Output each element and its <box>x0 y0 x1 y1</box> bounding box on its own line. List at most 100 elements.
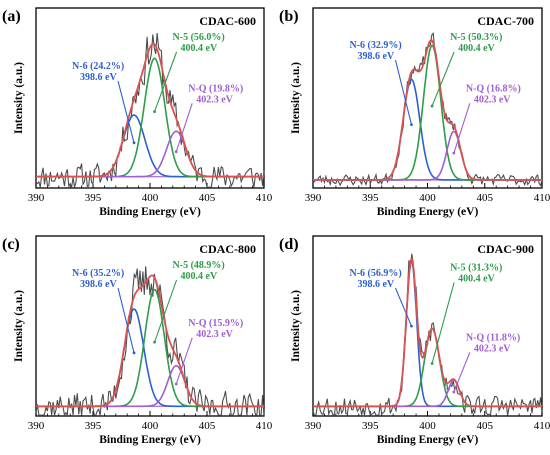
annotation-arrow-head <box>430 104 434 108</box>
annotation-n5-position: 400.4 eV <box>181 43 218 54</box>
x-tick-label: 405 <box>477 420 494 432</box>
annotation-n5-name: N-5 (56.0%) <box>173 32 225 43</box>
annotation-n5-position: 400.4 eV <box>181 271 218 282</box>
x-tick-label: 400 <box>419 420 436 432</box>
panel-title: CDAC-700 <box>477 14 534 28</box>
annotation-arrow-head <box>410 324 413 328</box>
x-tick-label: 410 <box>534 192 550 204</box>
annotation-arrow-head <box>132 351 136 355</box>
panel-title: CDAC-600 <box>199 14 256 28</box>
y-axis-label: Intensity (a.u.) <box>290 62 302 134</box>
raw-spectrum-line <box>35 32 265 190</box>
annotation-arrow-head <box>452 390 456 394</box>
component-nq-line <box>313 379 542 408</box>
plot-frame <box>312 235 543 417</box>
x-axis-label: Binding Energy (eV) <box>377 206 479 218</box>
y-axis-label: Intensity (a.u.) <box>13 62 25 134</box>
envelope-line <box>36 43 264 178</box>
panel-label: (d) <box>279 236 299 253</box>
annotation-n5-position: 400.4 eV <box>458 43 495 54</box>
annotation-arrow <box>394 287 412 327</box>
x-tick-label: 405 <box>477 192 494 204</box>
annotation-arrow-head <box>153 110 156 114</box>
annotation-arrow-head <box>132 141 136 145</box>
envelope-line <box>313 257 542 408</box>
annotation-arrow <box>431 51 455 107</box>
x-tick-label: 395 <box>362 420 379 432</box>
annotation-arrow-head <box>174 150 178 154</box>
panel-cdac-800: 390 395 400 405 410 Binding Energy (eV) Intens… <box>2 235 273 446</box>
x-tick-label: 405 <box>199 420 216 432</box>
annotation-n5-name: N-5 (50.3%) <box>450 32 502 43</box>
annotation-n6-name: N-6 (32.9%) <box>349 40 401 51</box>
annotation-arrow <box>175 103 193 152</box>
x-tick-label: 405 <box>199 192 216 204</box>
annotation-n6-position: 398.6 eV <box>357 51 394 62</box>
annotation-arrow <box>117 287 135 353</box>
x-axis-label: Binding Energy (eV) <box>99 434 201 446</box>
x-tick-label: 390 <box>305 192 322 204</box>
annotation-nq-name: N-Q (15.9%) <box>188 318 243 329</box>
annotation-arrow-head <box>452 151 456 155</box>
annotation-n5-name: N-5 (31.3%) <box>450 263 502 274</box>
annotation-arrow <box>394 59 413 125</box>
x-tick-label: 400 <box>142 420 159 432</box>
annotation-n6-position: 398.6 eV <box>357 279 394 290</box>
annotation-arrow-head <box>174 382 178 386</box>
panel-label: (a) <box>2 8 21 25</box>
raw-spectrum-line <box>35 266 265 418</box>
component-n5-line <box>36 57 264 178</box>
component-n5-line <box>36 288 264 408</box>
annotation-n6-name: N-6 (35.2%) <box>72 268 124 279</box>
annotation-n6-name: N-6 (56.9%) <box>349 268 401 279</box>
component-nq-line <box>313 130 542 181</box>
x-tick-label: 410 <box>256 192 273 204</box>
component-n6-line <box>36 114 264 178</box>
y-axis-label: Intensity (a.u.) <box>13 290 25 362</box>
panel-cdac-900: 390 395 400 405 410 Binding Energy (eV) Intens… <box>279 235 550 446</box>
component-nq-line <box>36 364 264 408</box>
panel-title: CDAC-900 <box>477 242 534 256</box>
x-tick-label: 390 <box>28 420 45 432</box>
annotation-arrow <box>117 80 135 143</box>
annotation-arrow <box>431 282 455 364</box>
annotation-n5-name: N-5 (48.9%) <box>173 260 225 271</box>
envelope-line <box>36 274 264 408</box>
x-tick-label: 390 <box>28 192 45 204</box>
annotation-arrow <box>453 103 471 154</box>
annotation-arrow <box>453 352 471 393</box>
annotation-arrow-head <box>410 123 413 127</box>
annotation-arrow <box>154 51 178 112</box>
x-tick-label: 390 <box>305 420 322 432</box>
annotation-arrow-head <box>430 362 434 365</box>
annotation-nq-name: N-Q (16.8%) <box>466 83 521 94</box>
annotation-nq-name: N-Q (11.8%) <box>466 332 520 343</box>
annotation-arrow <box>175 337 193 385</box>
x-tick-label: 410 <box>534 420 550 432</box>
panel-label: (c) <box>2 236 20 253</box>
x-tick-label: 395 <box>85 420 102 432</box>
x-tick-label: 400 <box>142 192 159 204</box>
panel-title: CDAC-800 <box>199 242 256 256</box>
annotation-n6-position: 398.6 eV <box>80 72 117 83</box>
annotation-arrow <box>154 279 178 343</box>
panel-cdac-600: 390 395 400 405 410 Binding Energy (eV) Intens… <box>2 7 273 218</box>
annotation-nq-position: 402.3 eV <box>474 94 511 105</box>
x-tick-label: 395 <box>362 192 379 204</box>
x-axis-label: Binding Energy (eV) <box>99 206 201 218</box>
annotation-n6-position: 398.6 eV <box>80 279 117 290</box>
x-axis-label: Binding Energy (eV) <box>377 434 479 446</box>
annotation-nq-position: 402.3 eV <box>196 94 233 105</box>
y-axis-label: Intensity (a.u.) <box>290 290 302 362</box>
component-n5-line <box>313 44 542 181</box>
annotation-nq-position: 402.3 eV <box>196 329 233 340</box>
panel-label: (b) <box>279 8 299 25</box>
x-tick-label: 400 <box>419 192 436 204</box>
annotation-arrow-head <box>153 340 156 344</box>
annotation-n5-position: 400.4 eV <box>458 274 495 285</box>
x-tick-label: 410 <box>256 420 273 432</box>
annotation-n6-name: N-6 (24.2%) <box>72 61 124 72</box>
envelope-line <box>313 39 542 181</box>
panel-cdac-700: 390 395 400 405 410 Binding Energy (eV) Intens… <box>279 7 550 218</box>
